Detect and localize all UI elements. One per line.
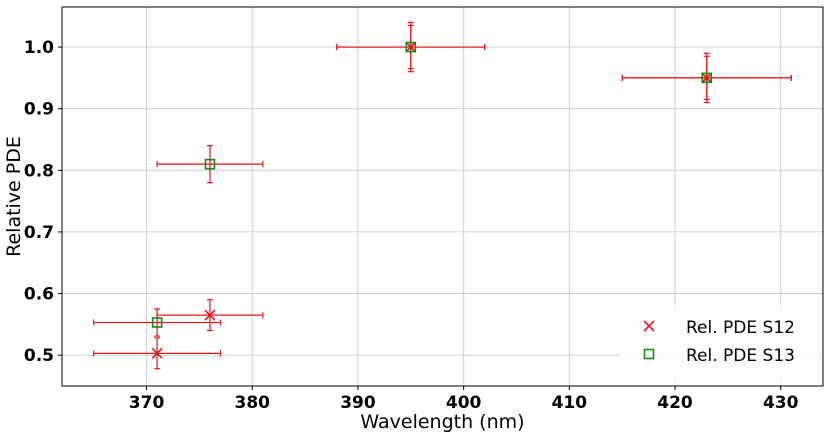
data-point-x <box>151 347 163 359</box>
data-point-x <box>204 309 216 321</box>
x-tick-label: 410 <box>552 393 588 413</box>
y-axis-label: Relative PDE <box>3 136 25 257</box>
y-tick-label: 0.7 <box>24 223 54 243</box>
data-point-square <box>151 317 163 328</box>
x-tick-label: 390 <box>340 393 376 413</box>
x-marker-stroke <box>643 320 655 332</box>
legend-x-glyph <box>643 320 655 332</box>
data-point-square <box>204 158 216 170</box>
x-marker-stroke <box>204 309 216 321</box>
axis-ticks: 370 380 390 400 410 420 430 0.5 0.6 0.7 0.8 0.9 1.0 <box>24 38 799 413</box>
legend-item-s13: Rel. PDE S13 <box>643 346 795 366</box>
y-tick-label: 0.9 <box>24 100 54 120</box>
error-bar <box>621 55 792 101</box>
x-tick-label: 430 <box>763 393 799 413</box>
legend-box <box>620 305 820 383</box>
x-marker-stroke <box>151 347 163 359</box>
y-tick-label: 0.5 <box>24 346 54 366</box>
legend-square-glyph <box>643 348 655 360</box>
error-bar <box>93 308 222 337</box>
error-bar <box>156 145 264 184</box>
legend-marker-square <box>643 348 655 360</box>
data-point-square <box>405 41 417 53</box>
error-bar <box>336 24 486 70</box>
legend-label: Rel. PDE S13 <box>686 346 795 366</box>
data-point-square <box>701 72 713 84</box>
legend-item-s12: Rel. PDE S12 <box>643 318 795 338</box>
legend-marker-x <box>643 320 655 332</box>
x-tick-label: 380 <box>235 393 271 413</box>
y-tick-label: 0.8 <box>24 161 54 181</box>
x-tick-label: 370 <box>129 393 165 413</box>
y-tick-label: 0.6 <box>24 285 54 305</box>
legend: Rel. PDE S12 Rel. PDE S13 <box>620 305 820 383</box>
y-tick-label: 1.0 <box>24 38 54 58</box>
x-tick-label: 420 <box>657 393 693 413</box>
x-tick-label: 400 <box>446 393 482 413</box>
plot-frame <box>61 6 824 387</box>
series-s13 <box>93 24 792 337</box>
legend-label: Rel. PDE S12 <box>686 318 795 338</box>
data-points <box>93 21 792 370</box>
x-axis-label: Wavelength (nm) <box>360 411 524 433</box>
